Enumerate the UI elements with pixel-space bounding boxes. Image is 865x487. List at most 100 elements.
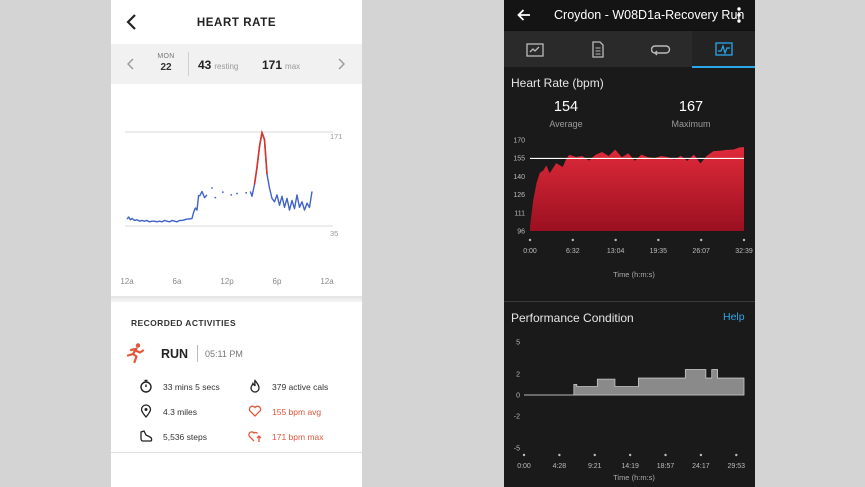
y-tick-label: 5 (516, 340, 520, 347)
x-tick-label: 9:21 (588, 463, 602, 470)
max-stat: 171 max (262, 58, 300, 72)
back-arrow-icon[interactable] (516, 7, 532, 23)
y-tick-label: 170 (513, 138, 525, 145)
maximum-label: Maximum (671, 119, 711, 129)
heart-rate-title: Heart Rate (bpm) (511, 76, 604, 90)
tab-bar (504, 30, 755, 68)
x-tick-dot (657, 238, 660, 242)
x-tick-label: 6a (173, 277, 182, 286)
hr-data-point (236, 192, 238, 195)
y-tick-label: 126 (513, 192, 525, 199)
y-tick-label: -2 (514, 414, 520, 421)
activity-time: 05:11 PM (205, 349, 243, 359)
x-tick-label: 12a (120, 277, 134, 286)
x-tick-label: 14:19 (621, 463, 639, 470)
x-tick-dot (742, 238, 746, 242)
x-tick-label: 19:35 (650, 248, 668, 255)
details-icon (592, 41, 604, 58)
x-tick-dot (699, 453, 703, 457)
x-tick-dot (614, 238, 617, 242)
y-tick-label: 35 (330, 229, 338, 238)
x-tick-label: 12a (320, 277, 334, 286)
hr-data-point (214, 196, 217, 199)
heart-icon (248, 405, 262, 417)
x-tick-dot (628, 453, 632, 457)
resting-label: resting (214, 62, 239, 71)
divider (197, 345, 198, 362)
x-tick-label: 12p (220, 277, 234, 286)
app-bar: Croydon - W08D1a-Recovery Run (504, 0, 755, 30)
max-value: 171 (262, 58, 283, 72)
x-tick-label: 6:32 (566, 248, 580, 255)
x-tick-dot (522, 453, 526, 457)
active-calories: 379 active cals (272, 382, 329, 392)
laps-icon (650, 44, 671, 55)
garmin-screen: Croydon - W08D1a-Recovery Run (504, 0, 755, 487)
run-icon (126, 343, 145, 364)
y-tick-label: -5 (514, 446, 520, 453)
y-tick-label: 2 (516, 371, 520, 378)
hr-area (530, 147, 744, 231)
performance-condition-chart: 5 2 0 -2 -5 0:00 4:28 9:21 14:19 18:57 24:17 29:53 T… (514, 340, 746, 483)
hr-peak-segment (253, 129, 268, 185)
section-divider (111, 296, 362, 302)
day-of-week: MON (157, 53, 175, 60)
section-divider (504, 301, 755, 302)
x-tick-dot (558, 453, 561, 457)
flame-icon (250, 379, 260, 393)
x-tick-label: 0:00 (517, 463, 531, 470)
divider (188, 52, 189, 76)
more-options-icon[interactable] (734, 5, 744, 25)
activity-title: Croydon - W08D1a-Recovery Run (554, 8, 745, 22)
average-label: Average (549, 119, 583, 129)
x-tick-dot (593, 453, 596, 457)
max-label: max (285, 62, 301, 71)
average-value: 154 (553, 99, 579, 115)
summary-icon (526, 42, 545, 57)
y-tick-label: 96 (517, 229, 525, 236)
x-tick-label: 13:04 (607, 248, 625, 255)
x-tick-dot (664, 453, 667, 457)
tab-laps[interactable] (630, 31, 693, 68)
location-pin-icon (140, 404, 152, 418)
y-tick-label: 155 (513, 156, 525, 163)
x-tick-label: 29:53 (728, 463, 746, 470)
tab-charts[interactable] (692, 31, 755, 68)
x-tick-dot (700, 238, 703, 242)
average-bpm: 155 bpm avg (272, 407, 322, 417)
day-of-month: 22 (160, 62, 172, 73)
x-tick-dot (528, 238, 532, 242)
daily-heart-rate-chart: 171 35 12a 6a 12p 6p 12a (120, 129, 343, 286)
x-axis-label: Time (h:m:s) (613, 473, 655, 482)
distance: 4.3 miles (163, 407, 198, 417)
x-tick-label: 0:00 (523, 248, 537, 255)
y-tick-label: 111 (514, 210, 525, 217)
recorded-activities-title: RECORDED ACTIVITIES (131, 318, 237, 328)
help-link[interactable]: Help (723, 311, 745, 323)
x-tick-label: 4:28 (553, 463, 567, 470)
chevron-right-icon[interactable] (335, 56, 347, 72)
resting-value: 43 (198, 58, 212, 72)
charts-icon (714, 41, 733, 56)
heart-up-icon (248, 431, 262, 442)
chevron-left-icon[interactable] (125, 56, 137, 72)
performance-area (524, 369, 745, 396)
resting-stat: 43 resting (198, 58, 238, 72)
shoe-icon (140, 430, 153, 442)
header: HEART RATE (111, 0, 362, 44)
x-tick-dot (571, 238, 574, 242)
x-axis-label: Time (h:m:s) (613, 270, 655, 279)
performance-condition-title: Performance Condition (511, 311, 634, 325)
tab-summary[interactable] (504, 31, 567, 68)
activity-name[interactable]: RUN (161, 347, 189, 361)
back-arrow-icon[interactable] (123, 12, 143, 32)
divider (111, 452, 362, 453)
tab-details[interactable] (567, 31, 630, 68)
max-bpm: 171 bpm max (272, 432, 324, 442)
hr-series-line (198, 190, 208, 199)
date-display[interactable]: MON 22 (155, 53, 177, 73)
page-title: HEART RATE (196, 17, 277, 29)
date-bar: MON 22 43 resting 171 max (111, 44, 362, 84)
x-tick-label: 6p (273, 277, 282, 286)
heart-rate-chart: 170 155 140 126 111 96 0:00 6:32 13:04 19:35 26:07… (513, 138, 753, 280)
